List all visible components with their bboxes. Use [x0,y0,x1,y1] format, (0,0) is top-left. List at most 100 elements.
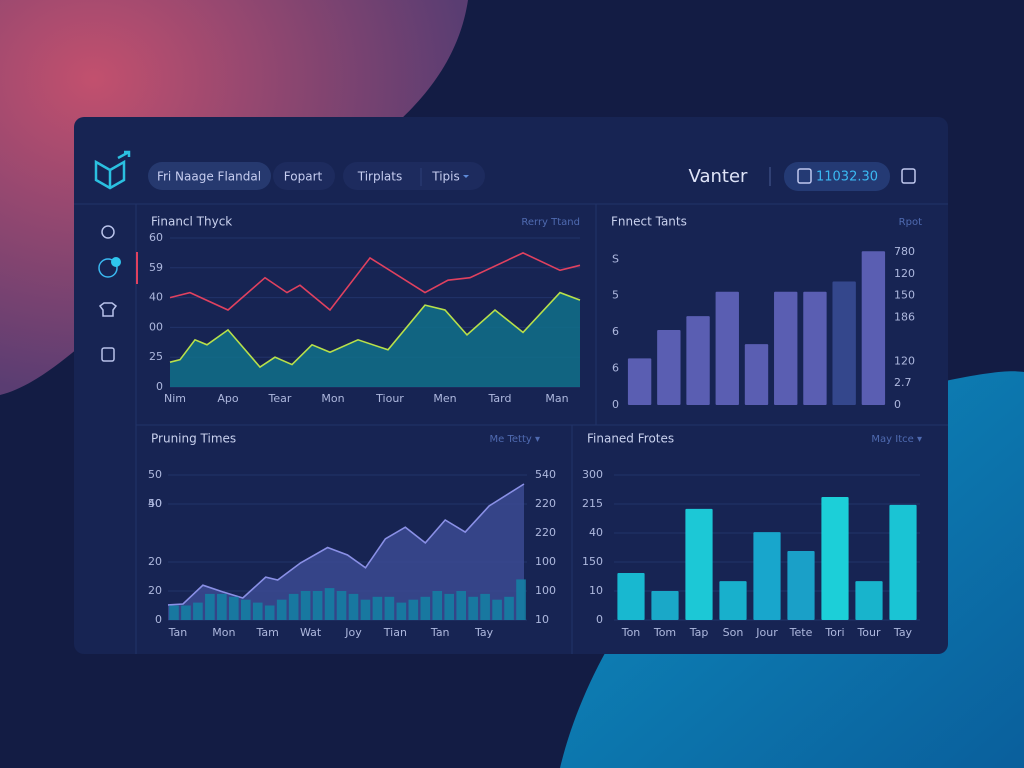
x-tick-label: Apo [217,392,239,405]
bar [276,599,287,620]
bar [651,591,679,620]
y2-tick-label: 186 [894,311,915,324]
x-tick-label: Tour [856,626,881,639]
bar [787,550,815,620]
x-tick-label: Tard [488,392,512,405]
nav-item[interactable]: Fopart [284,170,323,184]
x-tick-label: Wat [300,626,322,639]
bar [821,497,849,620]
bar [217,593,227,620]
bar [456,591,466,620]
x-tick-label: Tear [268,392,292,405]
y2-tick-label: 780 [894,245,915,258]
x-tick-label: Tap [689,626,709,639]
y-tick-label: 0 [596,613,603,626]
y-tick-label: 40 [589,526,603,539]
sidebar-icon[interactable] [101,347,115,362]
y2-tick-label: 150 [894,289,915,302]
balance: 11032.30 [816,170,878,185]
x-tick-label: Tiour [375,392,404,405]
bar [444,593,455,620]
y2-tick-label: 120 [894,354,915,367]
y-tick-label: 150 [582,555,603,568]
y2-tick-label: 10 [535,613,549,626]
bar [420,596,431,620]
chart-filter[interactable]: Rpot [899,217,922,228]
y-tick-label: 25 [149,350,163,363]
bar [181,605,191,620]
bar [480,593,490,620]
bar [360,599,371,620]
bar [715,291,739,405]
y-tick-label: 50 [148,497,162,510]
x-tick-label: Tete [789,626,813,639]
bar [719,581,747,620]
sidebar-icon[interactable] [98,302,118,317]
y-tick-label: 0 [612,398,619,411]
x-tick-label: Tian [383,626,407,639]
user-name[interactable]: Vanter [689,166,748,187]
active-dot [111,257,121,267]
bar [492,599,502,620]
sidebar [98,225,118,362]
y-tick-label: 59 [149,261,163,274]
chart-filter[interactable]: Rerry Ttand [521,217,580,228]
bar [193,602,203,620]
x-tick-label: Son [723,626,744,639]
y-tick-label: 0 [156,380,163,393]
nav-item[interactable]: Tipis [431,170,460,184]
bar [372,596,383,620]
y2-tick-label: 100 [535,555,556,568]
y2-tick-label: 100 [535,584,556,597]
bar [516,579,526,620]
x-tick-label: Tori [824,626,844,639]
bar [252,602,263,620]
nav-pill[interactable] [148,162,271,190]
y-tick-label: 10 [589,584,603,597]
line [169,252,581,312]
bar [336,591,347,620]
export-icon[interactable] [901,168,916,184]
line [167,483,525,606]
x-tick-label: Mon [212,626,235,639]
bar [832,281,856,405]
nav-item[interactable]: Fri Naage Flandal [157,170,261,184]
bar [685,508,713,620]
y-tick-label: 20 [148,555,162,568]
bar [753,532,781,620]
bar [229,596,239,620]
bar [803,291,827,405]
nav-pill[interactable] [273,162,335,190]
bar [396,602,407,620]
y2-tick-label: 540 [535,468,556,481]
x-tick-label: Tam [256,626,279,639]
bar [312,591,323,620]
y-tick-label: 0 [155,613,162,626]
x-tick-label: Tay [893,626,913,639]
sidebar-icon[interactable] [98,258,118,278]
chart-title: Financl Thyck [151,215,232,229]
y2-tick-label: 0 [894,398,901,411]
bar [468,596,478,620]
sidebar-icon[interactable] [101,225,115,239]
bar [657,329,681,405]
x-tick-label: Joy [344,626,362,639]
chart-filter[interactable]: Me Tetty ▾ [490,434,540,445]
y-tick-label: 60 [149,231,163,244]
bar [264,605,275,620]
bar [889,504,917,620]
chart-title: Finaned Frotes [587,432,674,446]
wallet-icon [797,168,812,184]
y2-tick-label: 220 [535,497,556,510]
y-tick-label: 6 [612,325,619,338]
nav-item[interactable]: Tirplats [357,170,403,184]
y-tick-label: 20 [148,584,162,597]
x-tick-label: Tan [430,626,450,639]
y-tick-label: 300 [582,468,603,481]
bar [855,581,883,620]
nav-pill [343,162,485,190]
bar [300,591,311,620]
chart-filter[interactable]: May Itce ▾ [871,434,922,445]
bar [169,605,179,620]
